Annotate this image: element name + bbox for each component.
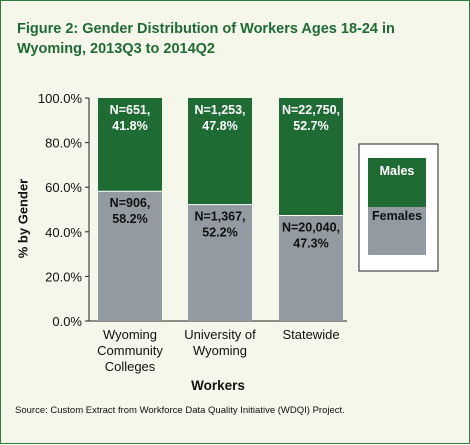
x-tick-label: Colleges [105,359,156,374]
x-tick-label: Community [97,343,163,358]
source-note: Source: Custom Extract from Workforce Da… [15,405,345,416]
legend-label-males: Males [380,164,415,178]
y-tick-label: 80.0% [45,136,82,151]
data-label-females: N=906, [110,196,151,210]
data-label-females: 58.2% [112,212,147,226]
x-tick-label: Wyoming [193,343,247,358]
data-label-females: 47.3% [293,237,328,251]
y-tick-label: 20.0% [45,269,82,284]
bar-males [188,98,252,205]
data-label-males: N=22,750, [282,103,340,117]
y-tick-label: 0.0% [52,314,82,329]
bar-females [188,204,252,321]
bar-females [279,215,343,321]
data-label-females: N=20,040, [282,221,340,235]
legend-label-females: Females [372,209,422,223]
bar-females [98,191,162,321]
x-tick-label: Statewide [282,327,339,342]
data-label-males: 52.7% [293,119,328,133]
x-tick-label: University of [184,327,256,342]
bar-males [98,98,162,192]
data-label-males: N=1,253, [194,103,245,117]
y-tick-label: 100.0% [38,91,83,106]
data-label-males: N=651, [110,103,151,117]
data-label-males: 47.8% [202,119,237,133]
y-tick-label: 60.0% [45,180,82,195]
x-tick-label: Wyoming [103,327,157,342]
y-tick-label: 40.0% [45,225,82,240]
chart-title: Figure 2: Gender Distribution of Workers… [17,21,395,57]
legend-swatch-females [368,207,426,255]
data-label-females: 52.2% [202,226,237,240]
data-label-females: N=1,367, [194,210,245,224]
legend-swatch-males [368,158,426,207]
x-axis-label: Workers [191,378,245,393]
data-label-males: 41.8% [112,119,147,133]
bar-males [279,98,343,216]
